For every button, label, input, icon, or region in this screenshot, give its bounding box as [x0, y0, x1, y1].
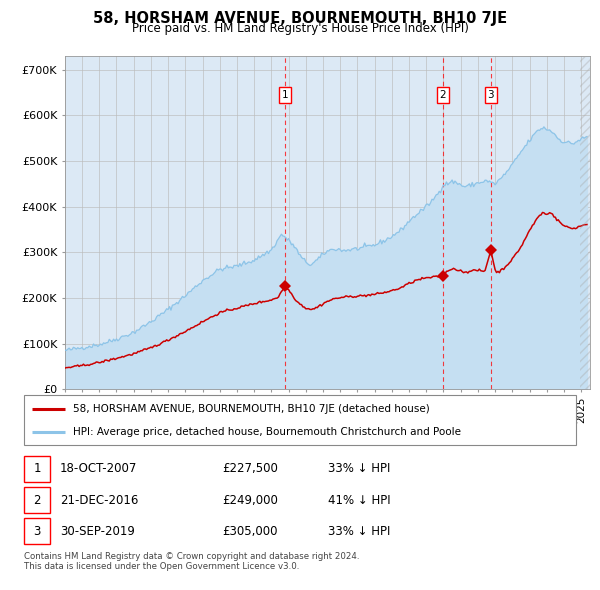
- Text: HPI: Average price, detached house, Bournemouth Christchurch and Poole: HPI: Average price, detached house, Bour…: [73, 427, 461, 437]
- Text: 1: 1: [34, 463, 41, 476]
- FancyBboxPatch shape: [24, 487, 50, 513]
- Text: 3: 3: [488, 90, 494, 100]
- Text: £305,000: £305,000: [223, 525, 278, 537]
- FancyBboxPatch shape: [24, 518, 50, 545]
- Text: £227,500: £227,500: [223, 463, 278, 476]
- Text: 18-OCT-2007: 18-OCT-2007: [60, 463, 137, 476]
- Bar: [580, 56, 590, 389]
- Text: 58, HORSHAM AVENUE, BOURNEMOUTH, BH10 7JE (detached house): 58, HORSHAM AVENUE, BOURNEMOUTH, BH10 7J…: [73, 404, 430, 414]
- Text: 3: 3: [34, 525, 41, 537]
- Text: Contains HM Land Registry data © Crown copyright and database right 2024.
This d: Contains HM Land Registry data © Crown c…: [24, 552, 359, 571]
- FancyBboxPatch shape: [24, 395, 576, 445]
- FancyBboxPatch shape: [24, 455, 50, 482]
- Text: 2: 2: [440, 90, 446, 100]
- Text: 33% ↓ HPI: 33% ↓ HPI: [328, 525, 390, 537]
- Text: 1: 1: [282, 90, 289, 100]
- Text: 41% ↓ HPI: 41% ↓ HPI: [328, 493, 390, 507]
- Text: Price paid vs. HM Land Registry's House Price Index (HPI): Price paid vs. HM Land Registry's House …: [131, 22, 469, 35]
- Text: 33% ↓ HPI: 33% ↓ HPI: [328, 463, 390, 476]
- Text: 30-SEP-2019: 30-SEP-2019: [60, 525, 135, 537]
- Text: £249,000: £249,000: [223, 493, 278, 507]
- Text: 58, HORSHAM AVENUE, BOURNEMOUTH, BH10 7JE: 58, HORSHAM AVENUE, BOURNEMOUTH, BH10 7J…: [93, 11, 507, 25]
- Text: 21-DEC-2016: 21-DEC-2016: [60, 493, 138, 507]
- Text: 2: 2: [34, 493, 41, 507]
